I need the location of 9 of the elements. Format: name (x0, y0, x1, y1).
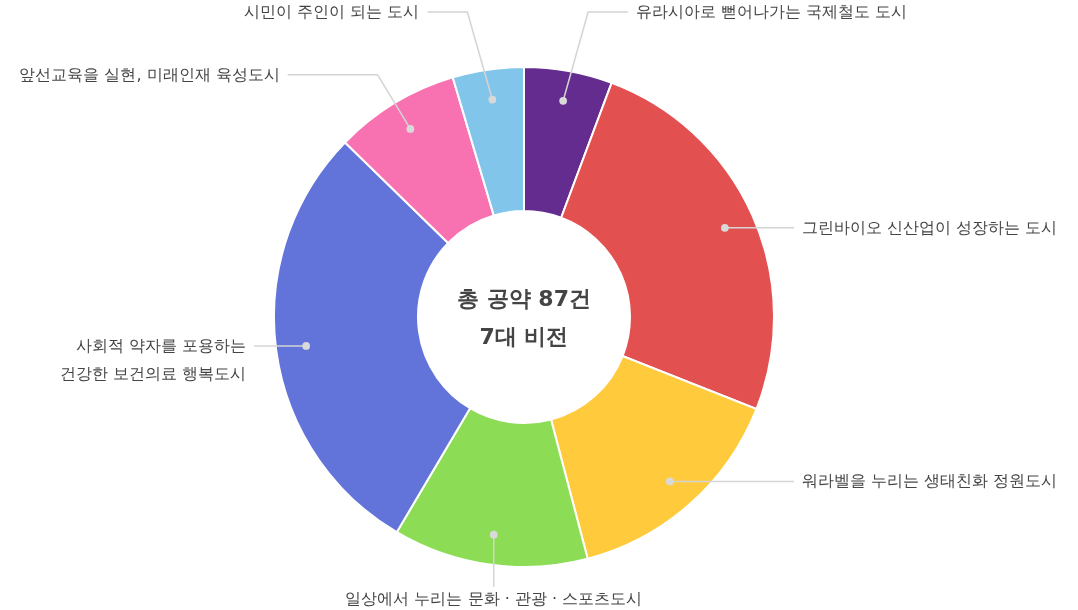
slice-label: 그린바이오 신산업이 성장하는 도시 (802, 217, 1058, 237)
text: 7대 비전 (479, 324, 569, 349)
text: 총 공약 87건 (457, 286, 591, 311)
slice-label: 앞선교육을 실현, 미래인재 육성도시 (19, 64, 280, 84)
slice-label: 유라시아로 뻗어나가는 국제철도 도시 (636, 2, 908, 21)
slice-label: 워라벨을 누리는 생태친화 정원도시 (802, 471, 1058, 491)
slice-label: 일상에서 누리는 문화 · 관광 · 스포츠도시 (345, 589, 643, 608)
slice-label: 시민이 주인이 되는 도시 (244, 2, 420, 21)
slice-label: 사회적 약자를 포용하는 건강한 보건의료 행복도시 (59, 335, 246, 383)
